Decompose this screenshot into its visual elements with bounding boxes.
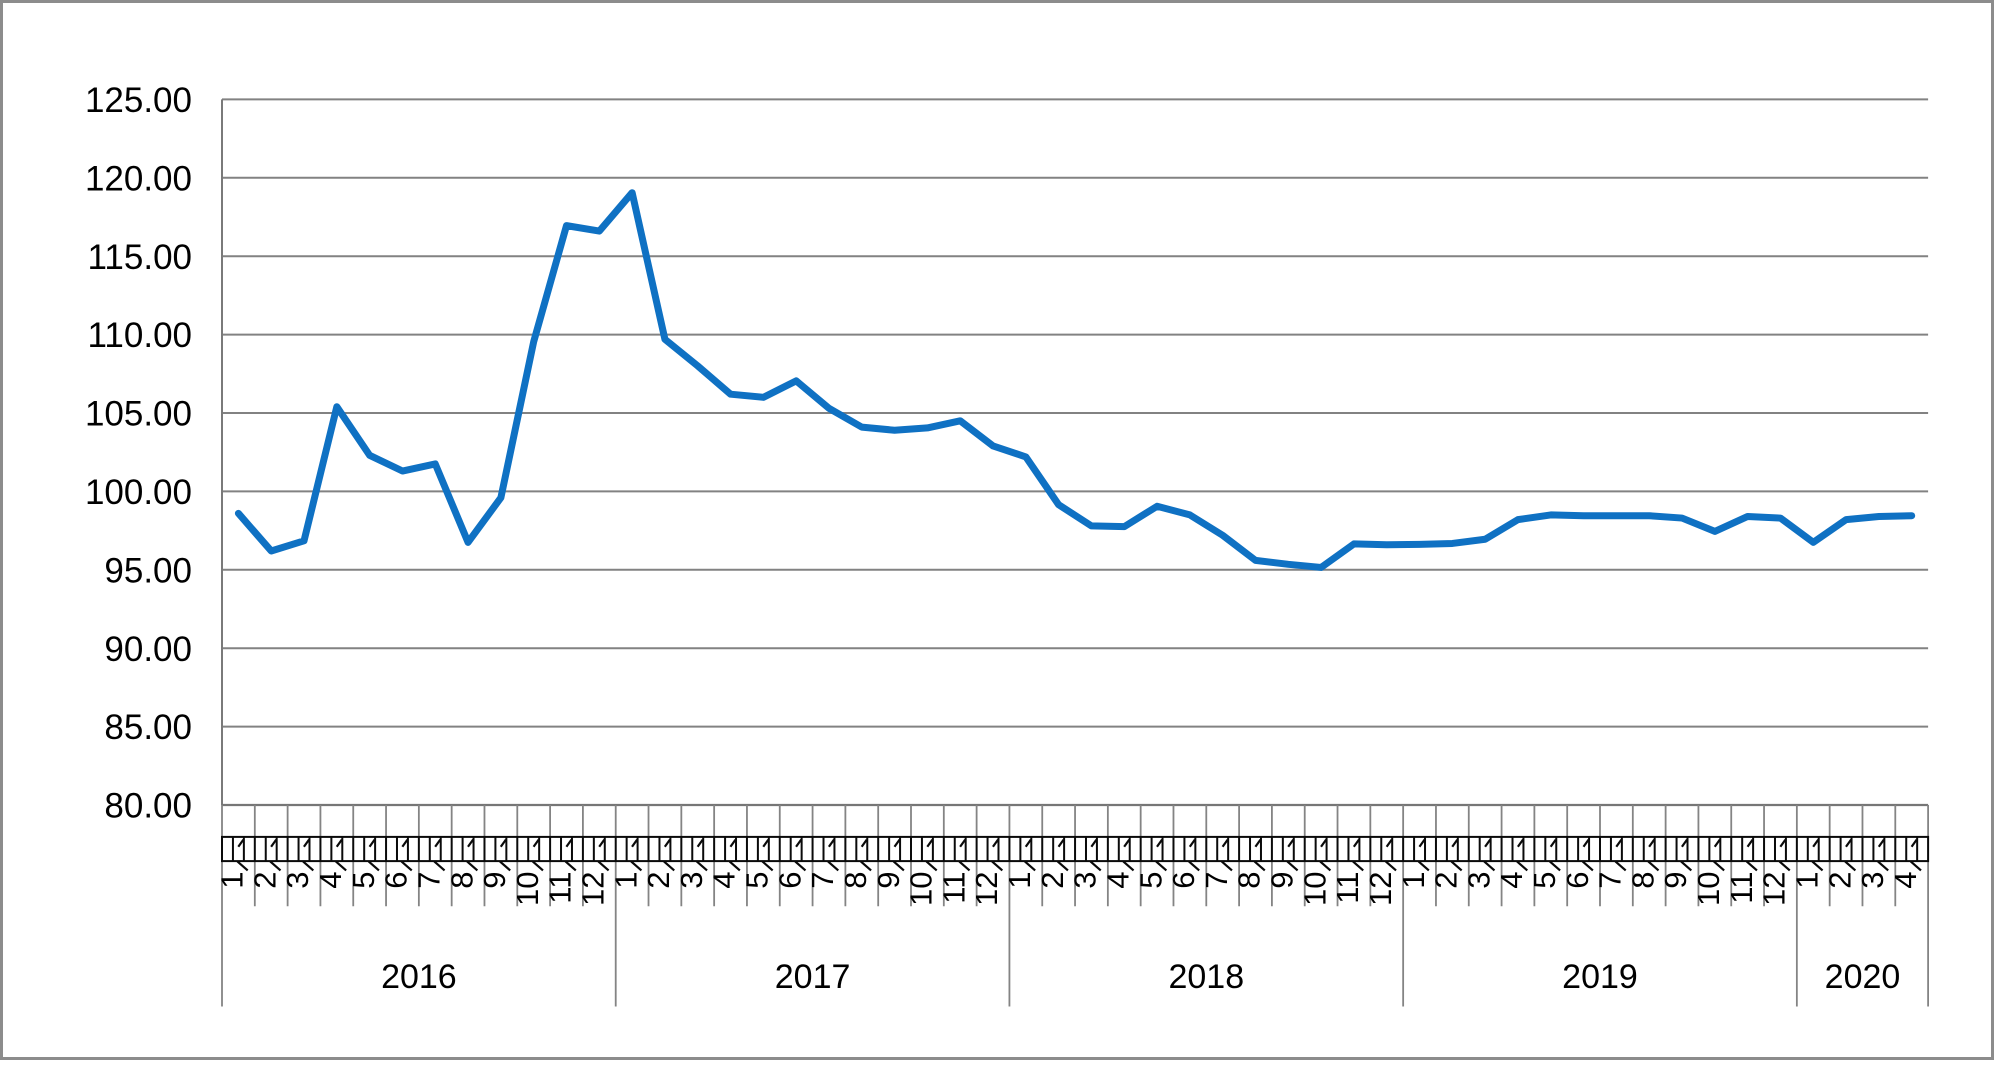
svg-text:11: 11 xyxy=(543,872,578,904)
svg-text:2018: 2018 xyxy=(1168,958,1244,996)
svg-text:105.00: 105.00 xyxy=(85,395,192,434)
svg-text:5: 5 xyxy=(740,872,775,889)
svg-text:3: 3 xyxy=(1461,872,1496,889)
svg-text:85.00: 85.00 xyxy=(104,708,192,747)
svg-text:3: 3 xyxy=(1855,872,1890,889)
svg-text:90.00: 90.00 xyxy=(104,630,192,669)
svg-text:6: 6 xyxy=(1166,872,1201,889)
svg-text:9: 9 xyxy=(1265,872,1300,889)
svg-text:2: 2 xyxy=(1429,872,1464,889)
svg-text:125.00: 125.00 xyxy=(85,81,192,120)
svg-text:3: 3 xyxy=(674,872,709,889)
svg-text:10: 10 xyxy=(904,872,939,906)
svg-text:9: 9 xyxy=(871,872,906,889)
svg-text:12: 12 xyxy=(1757,872,1792,906)
svg-text:12: 12 xyxy=(969,871,1004,905)
svg-text:11: 11 xyxy=(1330,872,1365,904)
svg-text:95.00: 95.00 xyxy=(104,551,192,590)
svg-text:120.00: 120.00 xyxy=(85,159,192,198)
svg-text:11: 11 xyxy=(936,872,971,904)
svg-text:1: 1 xyxy=(1790,872,1825,889)
svg-text:2019: 2019 xyxy=(1562,958,1638,996)
svg-text:4: 4 xyxy=(1888,872,1923,889)
svg-text:1: 1 xyxy=(1396,872,1431,889)
svg-text:7: 7 xyxy=(1199,872,1234,889)
svg-text:7: 7 xyxy=(1593,872,1628,889)
svg-text:6: 6 xyxy=(1560,872,1595,889)
svg-text:10: 10 xyxy=(510,872,545,906)
svg-text:7: 7 xyxy=(412,872,447,889)
svg-text:3: 3 xyxy=(280,872,315,889)
svg-text:8: 8 xyxy=(1625,872,1660,889)
svg-text:2: 2 xyxy=(1822,872,1857,889)
svg-text:12: 12 xyxy=(576,872,611,906)
svg-text:100.00: 100.00 xyxy=(85,473,192,512)
svg-text:2: 2 xyxy=(247,872,282,889)
svg-text:80.00: 80.00 xyxy=(104,787,192,826)
svg-text:115.00: 115.00 xyxy=(88,238,192,277)
svg-text:10: 10 xyxy=(1691,872,1726,906)
svg-text:8: 8 xyxy=(838,872,873,889)
svg-text:4: 4 xyxy=(1101,872,1136,889)
svg-text:3: 3 xyxy=(1068,872,1103,889)
svg-text:4: 4 xyxy=(1494,872,1529,889)
svg-text:7: 7 xyxy=(805,872,840,889)
svg-text:1: 1 xyxy=(608,872,643,889)
svg-text:110.00: 110.00 xyxy=(88,316,192,355)
svg-text:4: 4 xyxy=(313,872,348,889)
svg-text:2016: 2016 xyxy=(381,958,457,996)
svg-text:1: 1 xyxy=(1002,872,1037,889)
svg-text:2017: 2017 xyxy=(775,958,851,996)
svg-text:9: 9 xyxy=(1658,872,1693,889)
svg-text:6: 6 xyxy=(772,872,807,889)
svg-text:4: 4 xyxy=(707,872,742,889)
svg-text:8: 8 xyxy=(1232,872,1267,889)
svg-text:9: 9 xyxy=(477,872,512,889)
svg-text:2: 2 xyxy=(1035,872,1070,889)
svg-text:11: 11 xyxy=(1724,872,1759,904)
svg-text:2020: 2020 xyxy=(1825,958,1901,996)
svg-text:5: 5 xyxy=(1527,872,1562,889)
svg-text:5: 5 xyxy=(1133,872,1168,889)
svg-text:1: 1 xyxy=(215,872,250,889)
svg-text:2: 2 xyxy=(641,872,676,889)
svg-text:8: 8 xyxy=(444,872,479,889)
svg-text:12: 12 xyxy=(1363,872,1398,906)
svg-text:5: 5 xyxy=(346,872,381,889)
svg-text:10: 10 xyxy=(1297,872,1332,906)
svg-text:6: 6 xyxy=(379,872,414,889)
